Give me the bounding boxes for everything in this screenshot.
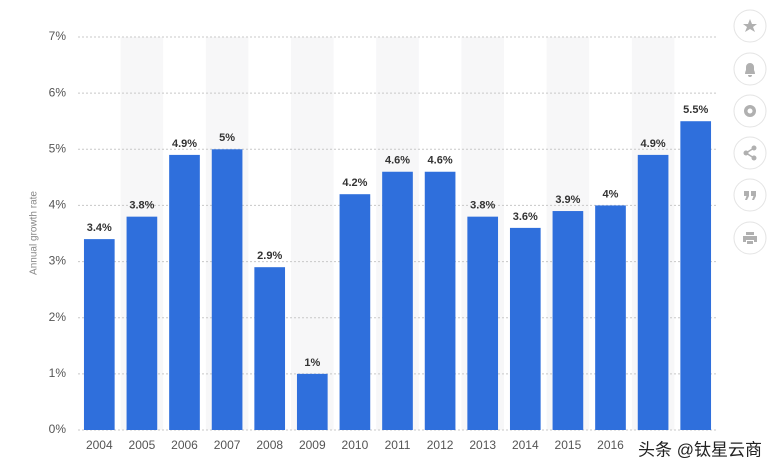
bar <box>680 121 712 430</box>
cite-button[interactable] <box>733 178 767 212</box>
x-tick-label: 2012 <box>427 438 454 452</box>
value-label: 4% <box>603 188 619 200</box>
x-tick-label: 2015 <box>555 438 582 452</box>
x-tick-label: 2016 <box>597 438 624 452</box>
bar <box>595 205 626 430</box>
bar <box>339 194 371 430</box>
sidebar <box>733 9 767 255</box>
value-label: 4.9% <box>641 138 666 150</box>
y-tick-label: 0% <box>49 422 67 436</box>
bell-icon <box>745 63 755 77</box>
value-label: 4.6% <box>428 155 453 167</box>
y-tick-label: 7% <box>49 29 67 43</box>
bar <box>83 239 115 430</box>
band-shade <box>291 37 334 430</box>
x-tick-label: 2004 <box>86 438 113 452</box>
value-label: 3.4% <box>87 222 112 234</box>
value-label: 4.6% <box>385 155 410 167</box>
y-tick-label: 6% <box>49 85 67 99</box>
bar <box>382 171 413 430</box>
watermark: 头条 @钛星云商 <box>638 440 762 459</box>
y-axis-label: Annual growth rate <box>29 191 40 275</box>
bar <box>637 154 669 430</box>
value-label: 5.5% <box>683 104 708 116</box>
y-tick-label: 2% <box>49 310 67 324</box>
y-tick-label: 1% <box>49 366 67 380</box>
value-label: 4.9% <box>172 138 197 150</box>
bar <box>509 227 541 430</box>
x-tick-label: 2011 <box>385 438 411 452</box>
value-label: 4.2% <box>342 177 367 189</box>
y-tick-label: 3% <box>49 254 67 268</box>
quote-icon <box>744 191 756 200</box>
value-label: 1% <box>304 357 320 369</box>
bar <box>211 149 243 431</box>
bar <box>552 211 584 430</box>
y-tick-label: 5% <box>49 141 67 155</box>
gear-hole <box>747 108 753 114</box>
bar <box>424 171 456 430</box>
value-label: 5% <box>219 132 235 144</box>
x-tick-label: 2007 <box>214 438 241 452</box>
share-button[interactable] <box>733 136 767 170</box>
x-tick-label: 2006 <box>171 438 198 452</box>
x-tick-label: 2008 <box>256 438 283 452</box>
value-label: 3.8% <box>129 200 154 212</box>
bar <box>296 373 328 430</box>
bar <box>467 216 499 430</box>
bar <box>254 267 286 430</box>
value-label: 3.6% <box>513 211 538 223</box>
x-tick-label: 2005 <box>129 438 156 452</box>
value-label: 3.8% <box>470 200 495 212</box>
x-tick-label: 2013 <box>469 438 496 452</box>
print-icon <box>743 232 757 244</box>
x-tick-label: 2009 <box>299 438 326 452</box>
y-tick-label: 4% <box>49 198 67 212</box>
bar <box>169 154 200 430</box>
bar <box>126 216 158 430</box>
star-icon <box>743 19 757 32</box>
share-icon <box>743 145 757 161</box>
value-label: 3.9% <box>555 194 580 206</box>
value-label: 2.9% <box>257 250 282 262</box>
x-tick-label: 2014 <box>512 438 539 452</box>
x-tick-label: 2010 <box>342 438 369 452</box>
